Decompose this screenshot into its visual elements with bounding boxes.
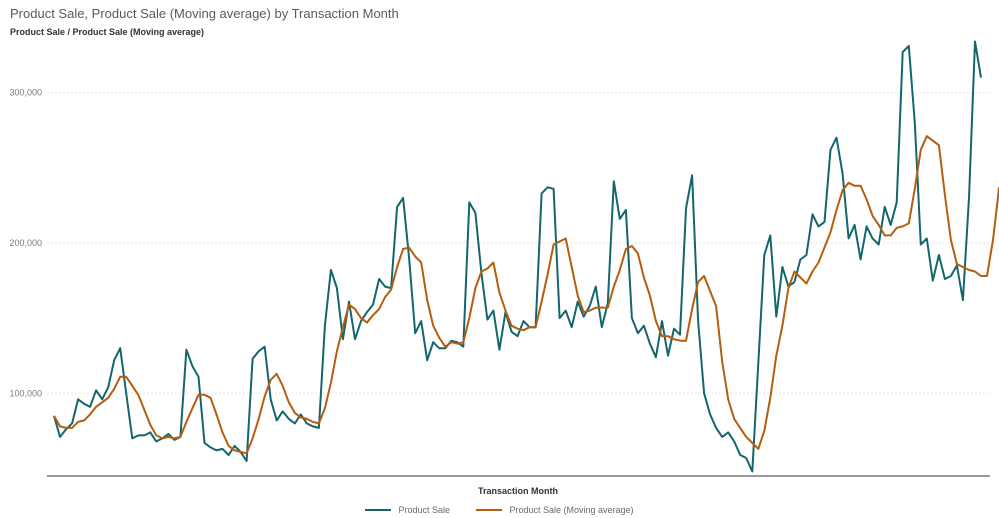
legend-label-moving-average: Product Sale (Moving average): [509, 505, 634, 515]
legend: Product Sale Product Sale (Moving averag…: [0, 503, 999, 515]
gridlines: [47, 92, 990, 394]
series-line-moving-average[interactable]: [53, 135, 999, 455]
series-line-product-sale[interactable]: [53, 40, 982, 473]
y-axis-label: Product Sale / Product Sale (Moving aver…: [10, 27, 205, 37]
legend-label-product-sale: Product Sale: [398, 505, 450, 515]
y-axis-ticks: 100,000 200,000 300,000: [9, 88, 42, 399]
y-tick-label: 200,000: [9, 238, 42, 248]
legend-item-moving-average[interactable]: Product Sale (Moving average): [476, 505, 634, 515]
series-lines: [53, 40, 999, 473]
chart-title: Product Sale, Product Sale (Moving avera…: [10, 6, 399, 21]
y-tick-label: 100,000: [9, 388, 42, 398]
y-tick-label: 300,000: [9, 88, 42, 98]
x-axis-label: Transaction Month: [478, 486, 558, 496]
legend-item-product-sale[interactable]: Product Sale: [365, 505, 450, 515]
legend-swatch-product-sale: [365, 509, 392, 511]
legend-swatch-moving-average: [476, 509, 503, 511]
